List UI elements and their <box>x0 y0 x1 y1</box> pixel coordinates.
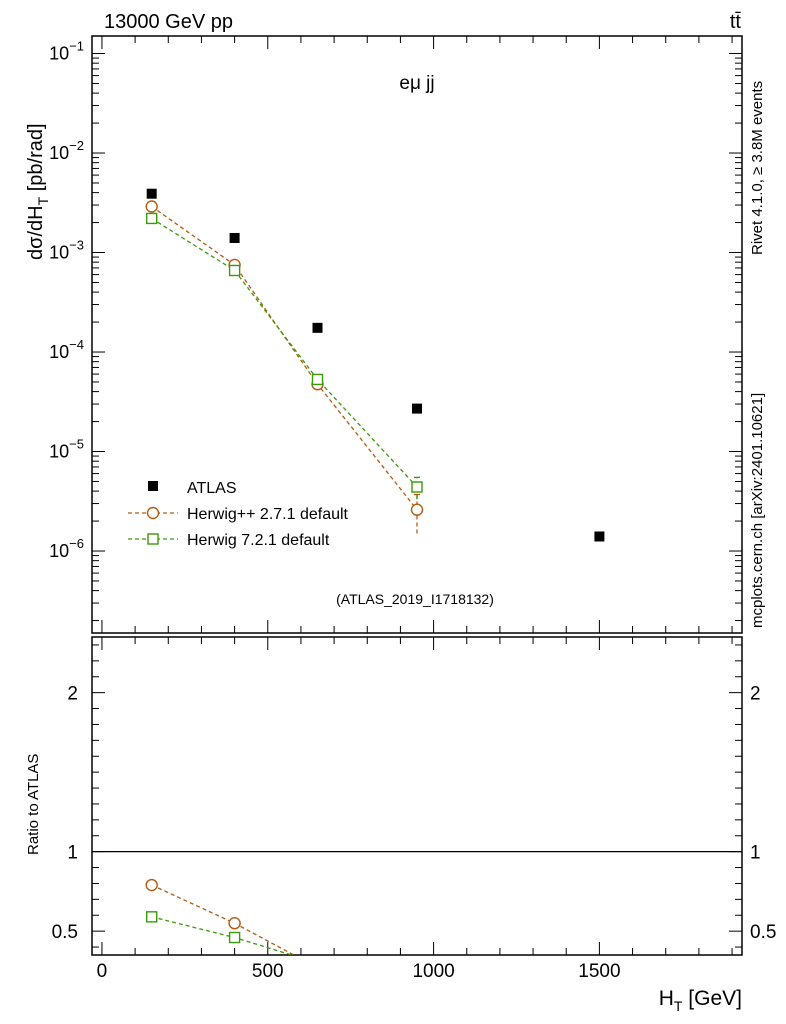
main-y-tick-label-base: 10 <box>49 442 69 462</box>
legend: ATLAS Herwig++ 2.7.1 default Herwig 7.2.… <box>128 480 349 549</box>
ratio-point-herwig7 <box>313 958 323 968</box>
analysis-id-label: (ATLAS_2019_I1718132) <box>336 591 494 607</box>
data-point-herwigpp <box>410 503 424 516</box>
ratio-y-tick-label-right: 0.5 <box>750 922 776 943</box>
ratio-y-tick-label-right: 2 <box>750 684 761 705</box>
main-y-axis-label-unit: [pb/rad] <box>25 123 47 196</box>
main-y-axis-label-sub: T <box>35 196 51 205</box>
ratio-y-tick-labels: 0.5 0.5 1 1 2 2 <box>52 684 777 944</box>
source-label: mcplots.cern.ch [arXiv:2401.10621] <box>749 393 766 628</box>
x-axis-label: HT [GeV] <box>659 987 742 1014</box>
main-y-axis-label-main: dσ/dH <box>25 205 47 260</box>
x-axis-label-sub: T <box>674 998 683 1014</box>
main-y-tick-label: 10−1 <box>49 39 84 64</box>
data-point-atlas <box>594 531 605 542</box>
x-tick-label: 500 <box>252 961 284 982</box>
ratio-frame <box>91 636 743 956</box>
series-line-herwig7 <box>151 217 418 488</box>
main-y-tick-label-exp: −4 <box>69 337 84 352</box>
data-point-herwig7 <box>228 264 241 277</box>
main-y-tick-label-base: 10 <box>49 243 69 263</box>
main-y-tick-label-base: 10 <box>49 342 69 362</box>
main-y-tick-label-base: 10 <box>49 44 69 64</box>
x-axis-label-unit: [GeV] <box>682 987 742 1010</box>
ratio-y-axis-label: Ratio to ATLAS <box>25 754 42 855</box>
energy-label: 13000 GeV pp <box>104 11 233 33</box>
ratio-y-tick-label-left: 1 <box>67 843 78 864</box>
data-point-herwig7 <box>145 212 158 225</box>
main-y-tick-label: 10−6 <box>49 536 84 561</box>
main-panel: 10−610−510−410−310−210−1 eμ jj (ATLAS_20… <box>25 35 743 634</box>
x-tick-label: 1000 <box>412 961 454 982</box>
data-point-herwigpp <box>145 200 158 213</box>
main-y-tick-label-exp: −6 <box>69 536 84 551</box>
x-tick-labels: 0 500 1000 1500 <box>97 961 621 982</box>
x-tick-label: 1500 <box>578 961 620 982</box>
main-y-tick-label: 10−4 <box>49 337 84 362</box>
legend-marker-atlas <box>148 481 158 491</box>
legend-item-herwig7: Herwig 7.2.1 default <box>128 532 330 549</box>
data-point-atlas <box>312 322 323 333</box>
data-point-atlas <box>412 403 422 414</box>
main-y-tick-label: 10−3 <box>49 238 84 263</box>
ratio-y-tick-label-right: 1 <box>750 843 761 864</box>
ratio-panel: 0.5 0.5 1 1 2 2 0 500 1000 1500 Ratio to ATLAS H… <box>25 636 777 1014</box>
x-axis-label-main: H <box>659 987 674 1010</box>
ratio-y-tick-label-left: 2 <box>67 684 78 705</box>
legend-label-atlas: ATLAS <box>187 480 237 497</box>
x-tick-label: 0 <box>97 961 108 982</box>
data-point-atlas <box>229 232 240 243</box>
data-point-herwig7 <box>311 373 324 386</box>
data-point-atlas <box>146 188 157 199</box>
ratio-point-herwigpp <box>228 917 241 930</box>
ratio-point-herwig7 <box>145 911 158 923</box>
main-y-tick-label-exp: −1 <box>69 39 84 54</box>
rivet-label: Rivet 4.1.0, ≥ 3.8M events <box>749 81 766 255</box>
main-y-tick-label-base: 10 <box>49 143 69 163</box>
process-label: tt̄ <box>730 11 742 33</box>
legend-marker-herwigpp <box>146 506 160 520</box>
ratio-y-tick-label-left: 0.5 <box>52 922 78 943</box>
ratio-ticks <box>92 637 742 955</box>
ratio-point-herwigpp <box>312 962 323 973</box>
main-y-tick-label-exp: −3 <box>69 238 84 253</box>
main-y-tick-label: 10−2 <box>49 138 84 163</box>
main-title: eμ jj <box>399 73 434 94</box>
data-point-herwig7 <box>411 481 423 493</box>
main-y-tick-labels: 10−610−510−410−310−210−1 <box>49 39 84 561</box>
main-y-tick-label: 10−5 <box>49 437 84 462</box>
main-y-tick-label-exp: −5 <box>69 437 84 452</box>
main-y-tick-label-base: 10 <box>49 541 69 561</box>
legend-item-herwigpp: Herwig++ 2.7.1 default <box>128 506 349 523</box>
ratio-point-herwigpp <box>145 878 158 892</box>
ratio-series <box>145 878 323 973</box>
main-frame <box>91 35 743 634</box>
main-series <box>145 188 605 542</box>
legend-marker-herwig7 <box>147 533 159 545</box>
main-y-axis-label: dσ/dHT [pb/rad] <box>25 123 51 260</box>
ratio-point-herwig7 <box>228 931 241 944</box>
legend-label-herwigpp: Herwig++ 2.7.1 default <box>187 506 349 523</box>
main-y-tick-label-exp: −2 <box>69 138 84 153</box>
series-line-herwigpp <box>151 205 418 511</box>
main-ticks <box>92 36 742 633</box>
legend-item-atlas: ATLAS <box>148 480 237 497</box>
legend-label-herwig7: Herwig 7.2.1 default <box>187 532 330 549</box>
